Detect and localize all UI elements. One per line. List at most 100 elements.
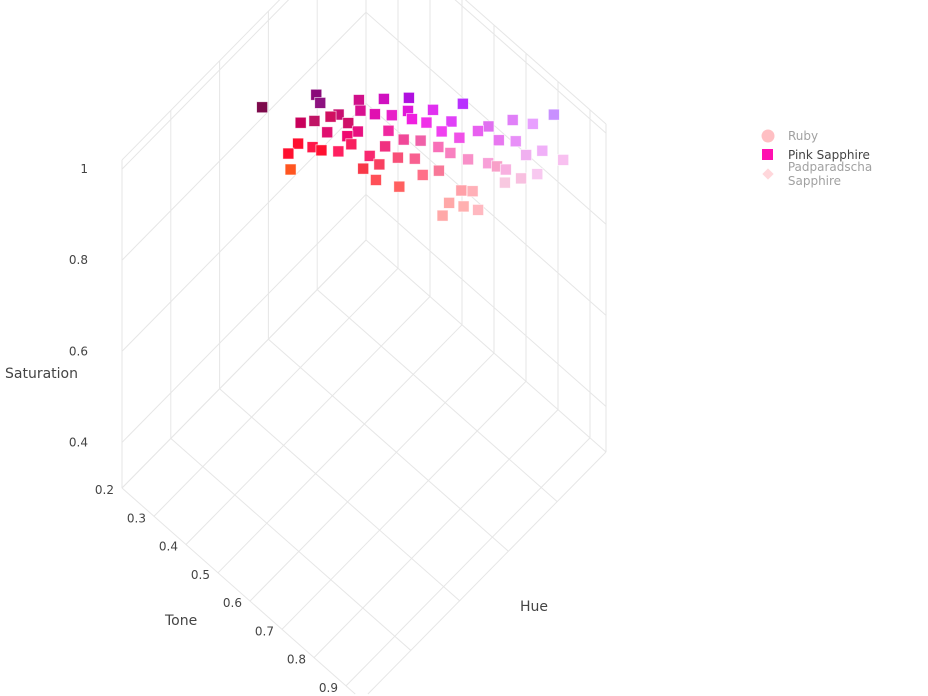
saturation-tick-label: 0.6 xyxy=(69,344,88,358)
data-point[interactable] xyxy=(370,174,382,186)
data-point[interactable] xyxy=(435,125,448,138)
data-point[interactable] xyxy=(382,124,395,137)
z-axis-title: Saturation xyxy=(5,366,78,382)
data-point[interactable] xyxy=(557,154,570,166)
data-point[interactable] xyxy=(462,153,474,166)
tone-gridline xyxy=(217,324,463,574)
data-point[interactable] xyxy=(292,137,304,150)
data-point[interactable] xyxy=(445,115,458,128)
data-point[interactable] xyxy=(443,196,456,209)
data-point[interactable] xyxy=(406,113,418,125)
data-point[interactable] xyxy=(354,104,367,117)
saturation-gridline xyxy=(365,11,607,225)
data-point[interactable] xyxy=(499,176,511,189)
legend: Ruby Pink Sapphire Padparadscha Sapphire xyxy=(760,126,928,188)
data-point[interactable] xyxy=(379,140,392,153)
saturation-gridline xyxy=(121,194,367,443)
data-point[interactable] xyxy=(453,131,466,144)
data-point[interactable] xyxy=(385,109,398,122)
hue-gridline xyxy=(170,438,412,651)
legend-label: Pink Sapphire xyxy=(788,147,870,162)
data-point[interactable] xyxy=(408,152,421,165)
data-point[interactable] xyxy=(357,162,370,175)
data-point[interactable] xyxy=(526,117,539,130)
data-point[interactable] xyxy=(342,117,355,129)
legend-item-pink-sapphire[interactable]: Pink Sapphire xyxy=(760,145,928,164)
data-point[interactable] xyxy=(369,108,381,121)
data-point[interactable] xyxy=(416,169,429,181)
tone-gridline xyxy=(345,437,591,687)
data-point[interactable] xyxy=(492,134,505,147)
data-point[interactable] xyxy=(509,135,522,148)
tone-gridline xyxy=(153,267,399,517)
data-point[interactable] xyxy=(472,125,484,137)
tone-tick-label: 0.5 xyxy=(191,568,210,582)
saturation-tick-label: 1 xyxy=(80,162,88,176)
data-point[interactable] xyxy=(321,126,334,139)
data-point[interactable] xyxy=(403,91,415,104)
data-point[interactable] xyxy=(444,147,457,159)
data-point[interactable] xyxy=(363,150,376,162)
data-point[interactable] xyxy=(520,149,533,161)
data-point[interactable] xyxy=(499,163,512,176)
tone-gridline xyxy=(121,239,367,489)
data-point[interactable] xyxy=(420,116,433,129)
data-point[interactable] xyxy=(547,108,560,121)
data-point[interactable] xyxy=(482,120,495,133)
data-point[interactable] xyxy=(256,101,269,114)
data-point[interactable] xyxy=(436,209,449,222)
data-point[interactable] xyxy=(393,180,406,193)
tone-tick-label: 0.9 xyxy=(319,681,338,695)
data-point[interactable] xyxy=(506,114,519,126)
data-point[interactable] xyxy=(432,141,445,153)
tone-gridline xyxy=(313,409,559,658)
data-point[interactable] xyxy=(433,164,445,177)
data-point[interactable] xyxy=(397,133,410,146)
data-point[interactable] xyxy=(531,168,544,181)
data-point[interactable] xyxy=(457,200,470,213)
data-point[interactable] xyxy=(515,172,527,185)
box-edge xyxy=(121,0,281,161)
data-point[interactable] xyxy=(427,103,439,116)
circle-icon xyxy=(760,128,776,144)
tone-gridline xyxy=(185,296,431,545)
hue-gridline xyxy=(268,338,509,552)
data-point[interactable] xyxy=(353,94,365,106)
data-point[interactable] xyxy=(414,134,427,147)
data-point[interactable] xyxy=(455,184,468,197)
x-axis-title: Hue xyxy=(520,599,548,615)
tone-tick-label: 0.4 xyxy=(159,540,178,554)
data-point[interactable] xyxy=(466,185,479,198)
legend-item-ruby[interactable]: Ruby xyxy=(760,126,928,145)
data-point[interactable] xyxy=(345,138,358,151)
box-edge xyxy=(464,0,607,125)
data-point[interactable] xyxy=(294,116,307,129)
data-point[interactable] xyxy=(392,151,404,164)
data-point[interactable] xyxy=(314,97,327,109)
box-edge xyxy=(365,239,607,453)
legend-item-padparadscha-sapphire[interactable]: Padparadscha Sapphire xyxy=(760,160,928,188)
data-point[interactable] xyxy=(315,144,328,157)
data-point[interactable] xyxy=(373,158,386,171)
y-axis-title: Tone xyxy=(164,613,197,629)
data-point[interactable] xyxy=(332,145,345,158)
box-edge xyxy=(367,451,607,695)
data-point[interactable] xyxy=(351,125,364,138)
data-point[interactable] xyxy=(456,97,469,110)
data-point[interactable] xyxy=(284,163,297,176)
data-point[interactable] xyxy=(472,204,484,216)
points-layer xyxy=(256,88,570,222)
tone-tick-label: 0.7 xyxy=(255,624,274,638)
box-edge xyxy=(121,487,356,695)
tone-gridline xyxy=(281,380,527,630)
saturation-gridline xyxy=(365,194,607,407)
data-point[interactable] xyxy=(282,147,295,160)
data-point[interactable] xyxy=(324,110,337,123)
data-point[interactable] xyxy=(378,93,390,105)
saturation-gridline xyxy=(121,0,290,170)
data-point[interactable] xyxy=(308,115,321,127)
data-point[interactable] xyxy=(536,144,549,157)
saturation-tick-label: 0.8 xyxy=(69,253,88,267)
saturation-gridline xyxy=(121,102,367,352)
